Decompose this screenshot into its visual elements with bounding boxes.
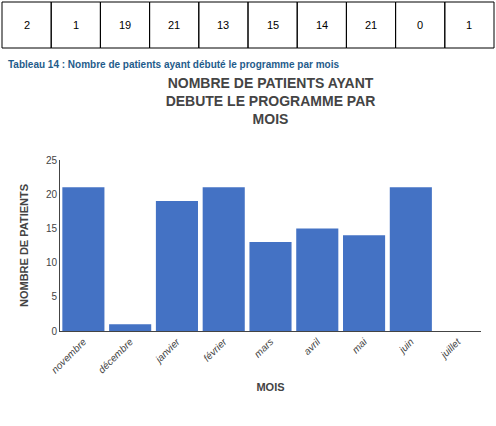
svg-text:NOMBRE DE PATIENTS: NOMBRE DE PATIENTS bbox=[18, 184, 30, 307]
svg-text:Tableau 14 : Nombre de patient: Tableau 14 : Nombre de patients ayant dé… bbox=[8, 59, 339, 70]
svg-text:février: février bbox=[201, 336, 229, 364]
svg-text:21: 21 bbox=[365, 19, 377, 31]
svg-text:mars: mars bbox=[252, 336, 276, 360]
svg-text:14: 14 bbox=[316, 19, 328, 31]
svg-text:janvier: janvier bbox=[152, 336, 182, 366]
svg-text:21: 21 bbox=[168, 19, 180, 31]
svg-text:5: 5 bbox=[51, 291, 57, 302]
svg-text:mai: mai bbox=[350, 336, 370, 356]
svg-text:13: 13 bbox=[217, 19, 229, 31]
svg-text:15: 15 bbox=[46, 223, 58, 234]
svg-text:NOMBRE DE PATIENTS AYANTDEBUTE: NOMBRE DE PATIENTS AYANTDEBUTE LE PROGRA… bbox=[166, 75, 376, 127]
svg-text:25: 25 bbox=[46, 155, 58, 166]
svg-text:15: 15 bbox=[267, 19, 279, 31]
svg-text:avril: avril bbox=[301, 336, 322, 357]
svg-text:MOIS: MOIS bbox=[256, 381, 284, 393]
svg-text:20: 20 bbox=[46, 189, 58, 200]
svg-text:2: 2 bbox=[24, 19, 30, 31]
svg-text:0: 0 bbox=[417, 19, 423, 31]
svg-text:juin: juin bbox=[396, 336, 417, 357]
svg-text:novembre: novembre bbox=[49, 336, 89, 376]
svg-text:19: 19 bbox=[119, 19, 131, 31]
svg-text:10: 10 bbox=[46, 257, 58, 268]
svg-text:1: 1 bbox=[466, 19, 472, 31]
svg-text:0: 0 bbox=[51, 326, 57, 337]
svg-text:décembre: décembre bbox=[96, 336, 136, 376]
svg-text:juillet: juillet bbox=[437, 335, 463, 361]
svg-text:1: 1 bbox=[73, 19, 79, 31]
